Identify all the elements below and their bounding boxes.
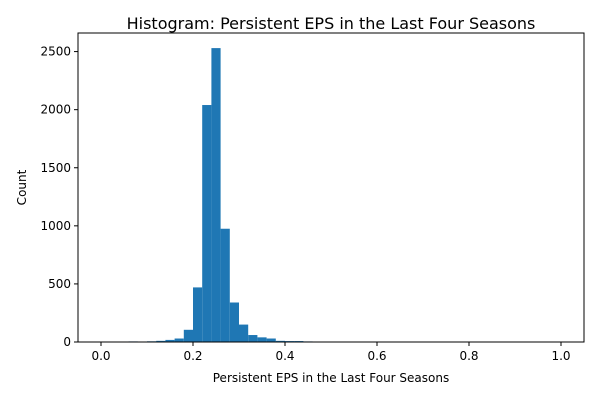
x-tick-label: 0.4	[275, 349, 294, 363]
x-tick-label: 0.0	[91, 349, 110, 363]
y-tick-label: 2000	[40, 103, 71, 117]
histogram-bar	[193, 287, 203, 342]
x-tick-label: 0.6	[367, 349, 386, 363]
y-axis-label: Count	[15, 169, 29, 205]
histogram-bar	[202, 105, 212, 342]
histogram-bar	[266, 338, 276, 342]
ticks-group: 0.0 0.2 0.4 0.6 0.8 1.0 0 500 1000 1500 2000 2500	[40, 45, 570, 363]
histogram-bar	[165, 339, 175, 342]
bars-group	[101, 48, 460, 343]
histogram-bar	[239, 324, 249, 342]
y-tick-label: 2500	[40, 45, 71, 59]
histogram-bar	[257, 337, 267, 342]
histogram-bar	[220, 228, 230, 342]
histogram-bar	[211, 48, 221, 343]
histogram-bar	[248, 335, 258, 342]
histogram-bar	[229, 302, 239, 342]
histogram-bar	[156, 340, 166, 342]
histogram-bar	[275, 340, 285, 342]
y-tick-label: 0	[63, 335, 71, 349]
y-tick-label: 1500	[40, 161, 71, 175]
x-tick-label: 1.0	[551, 349, 570, 363]
y-tick-label: 1000	[40, 219, 71, 233]
y-tick-label: 500	[48, 277, 71, 291]
plot-frame	[77, 32, 585, 343]
chart-title: Histogram: Persistent EPS in the Last Fo…	[127, 14, 536, 33]
histogram-bar	[183, 329, 193, 342]
x-tick-label: 0.8	[459, 349, 478, 363]
histogram-bar	[174, 338, 184, 342]
x-tick-label: 0.2	[183, 349, 202, 363]
x-axis-label: Persistent EPS in the Last Four Seasons	[213, 371, 449, 385]
